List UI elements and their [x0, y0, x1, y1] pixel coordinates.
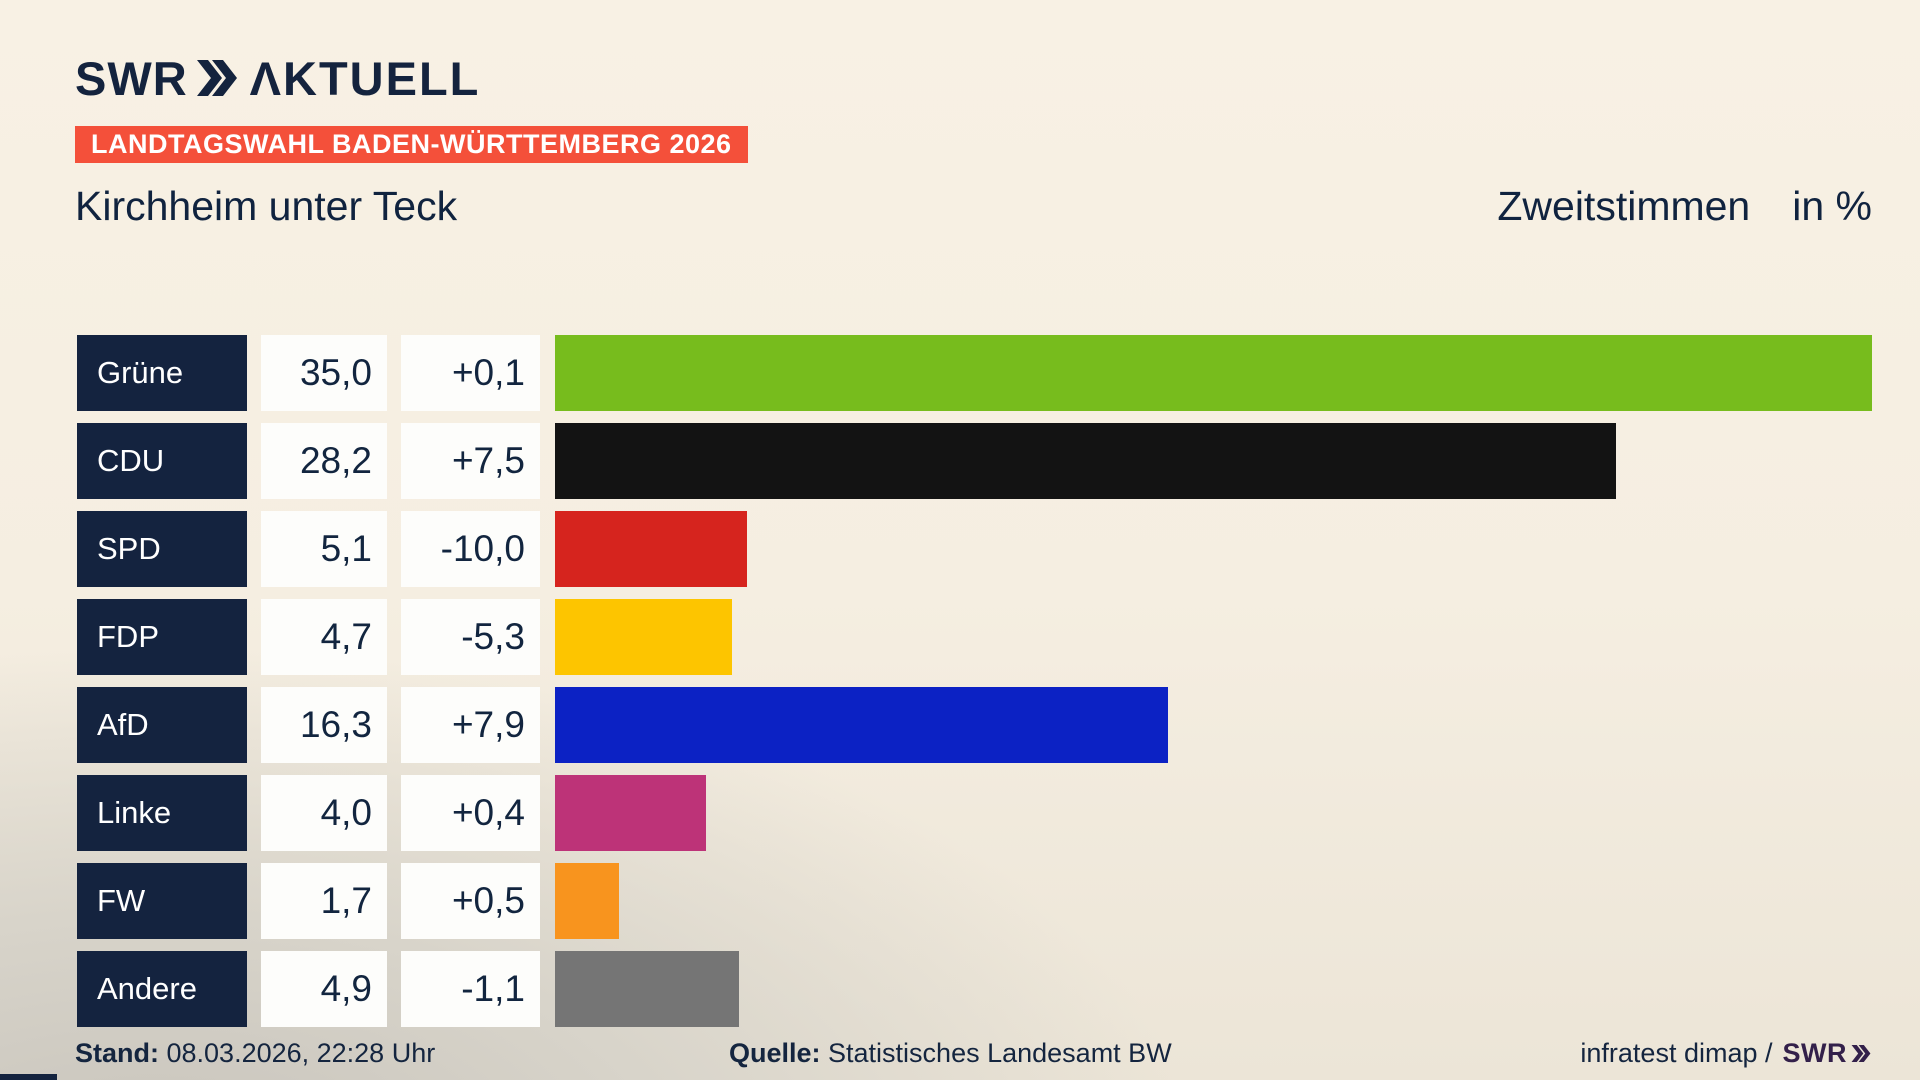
- quelle-label: Quelle:: [729, 1038, 829, 1068]
- table-row: FW 1,7 +0,5: [77, 863, 1889, 939]
- party-change: +0,5: [401, 863, 540, 939]
- bar-track: [555, 687, 1889, 763]
- party-change: -5,3: [401, 599, 540, 675]
- party-label: Andere: [77, 951, 247, 1027]
- party-label: CDU: [77, 423, 247, 499]
- party-change: -1,1: [401, 951, 540, 1027]
- party-bar: [555, 775, 706, 851]
- party-bar: [555, 951, 739, 1027]
- table-row: CDU 28,2 +7,5: [77, 423, 1889, 499]
- bar-track: [555, 951, 1889, 1027]
- unit-text: in %: [1792, 183, 1872, 229]
- election-banner: LANDTAGSWAHL BADEN-WÜRTTEMBERG 2026: [75, 126, 748, 163]
- title-bar: Kirchheim unter Teck Zweitstimmen in %: [75, 183, 1872, 230]
- source: Quelle: Statistisches Landesamt BW: [729, 1038, 1172, 1069]
- party-label: Linke: [77, 775, 247, 851]
- bar-track: [555, 511, 1889, 587]
- party-value: 5,1: [261, 511, 387, 587]
- party-label: FDP: [77, 599, 247, 675]
- party-value: 4,9: [261, 951, 387, 1027]
- credit-swr-text: SWR: [1782, 1038, 1847, 1068]
- party-bar: [555, 687, 1168, 763]
- logo-aktuell-text: ΛKTUELL: [249, 52, 481, 105]
- results-bar-chart: Grüne 35,0 +0,1 CDU 28,2 +7,5 SPD 5,1 -1…: [77, 335, 1889, 1039]
- table-row: Linke 4,0 +0,4: [77, 775, 1889, 851]
- party-bar: [555, 511, 747, 587]
- party-label: AfD: [77, 687, 247, 763]
- party-bar: [555, 599, 732, 675]
- vote-type-text: Zweitstimmen: [1497, 183, 1751, 229]
- quelle-value: Statistisches Landesamt BW: [828, 1038, 1172, 1068]
- small-double-chevron-icon: [1850, 1038, 1872, 1069]
- party-change: -10,0: [401, 511, 540, 587]
- party-value: 16,3: [261, 687, 387, 763]
- footer: Stand: 08.03.2026, 22:28 Uhr Quelle: Sta…: [75, 1038, 1872, 1072]
- credit-text: infratest dimap /: [1580, 1038, 1773, 1068]
- party-change: +0,1: [401, 335, 540, 411]
- corner-accent-bar: [0, 1074, 57, 1080]
- bar-track: [555, 423, 1889, 499]
- party-value: 4,7: [261, 599, 387, 675]
- party-value: 28,2: [261, 423, 387, 499]
- party-change: +7,9: [401, 687, 540, 763]
- bar-track: [555, 599, 1889, 675]
- logo-swr-text: SWR: [75, 52, 188, 105]
- swr-aktuell-logo: SWR ΛKTUELL: [75, 50, 480, 107]
- party-value: 4,0: [261, 775, 387, 851]
- party-change: +0,4: [401, 775, 540, 851]
- party-label: Grüne: [77, 335, 247, 411]
- party-label: SPD: [77, 511, 247, 587]
- party-bar: [555, 335, 1872, 411]
- page-title: Kirchheim unter Teck: [75, 183, 458, 229]
- party-label: FW: [77, 863, 247, 939]
- bar-track: [555, 863, 1889, 939]
- table-row: SPD 5,1 -10,0: [77, 511, 1889, 587]
- bar-track: [555, 775, 1889, 851]
- credit: infratest dimap / SWR: [1580, 1038, 1872, 1069]
- party-bar: [555, 863, 619, 939]
- party-change: +7,5: [401, 423, 540, 499]
- party-bar: [555, 423, 1616, 499]
- table-row: FDP 4,7 -5,3: [77, 599, 1889, 675]
- vote-type-label: Zweitstimmen in %: [1497, 183, 1872, 230]
- table-row: Andere 4,9 -1,1: [77, 951, 1889, 1027]
- stand-label: Stand:: [75, 1038, 167, 1068]
- party-value: 35,0: [261, 335, 387, 411]
- stand-value: 08.03.2026, 22:28 Uhr: [166, 1038, 436, 1068]
- table-row: AfD 16,3 +7,9: [77, 687, 1889, 763]
- credit-brand: SWR: [1783, 1038, 1873, 1069]
- party-value: 1,7: [261, 863, 387, 939]
- bar-track: [555, 335, 1889, 411]
- table-row: Grüne 35,0 +0,1: [77, 335, 1889, 411]
- timestamp: Stand: 08.03.2026, 22:28 Uhr: [75, 1038, 435, 1069]
- double-chevron-icon: [194, 52, 240, 107]
